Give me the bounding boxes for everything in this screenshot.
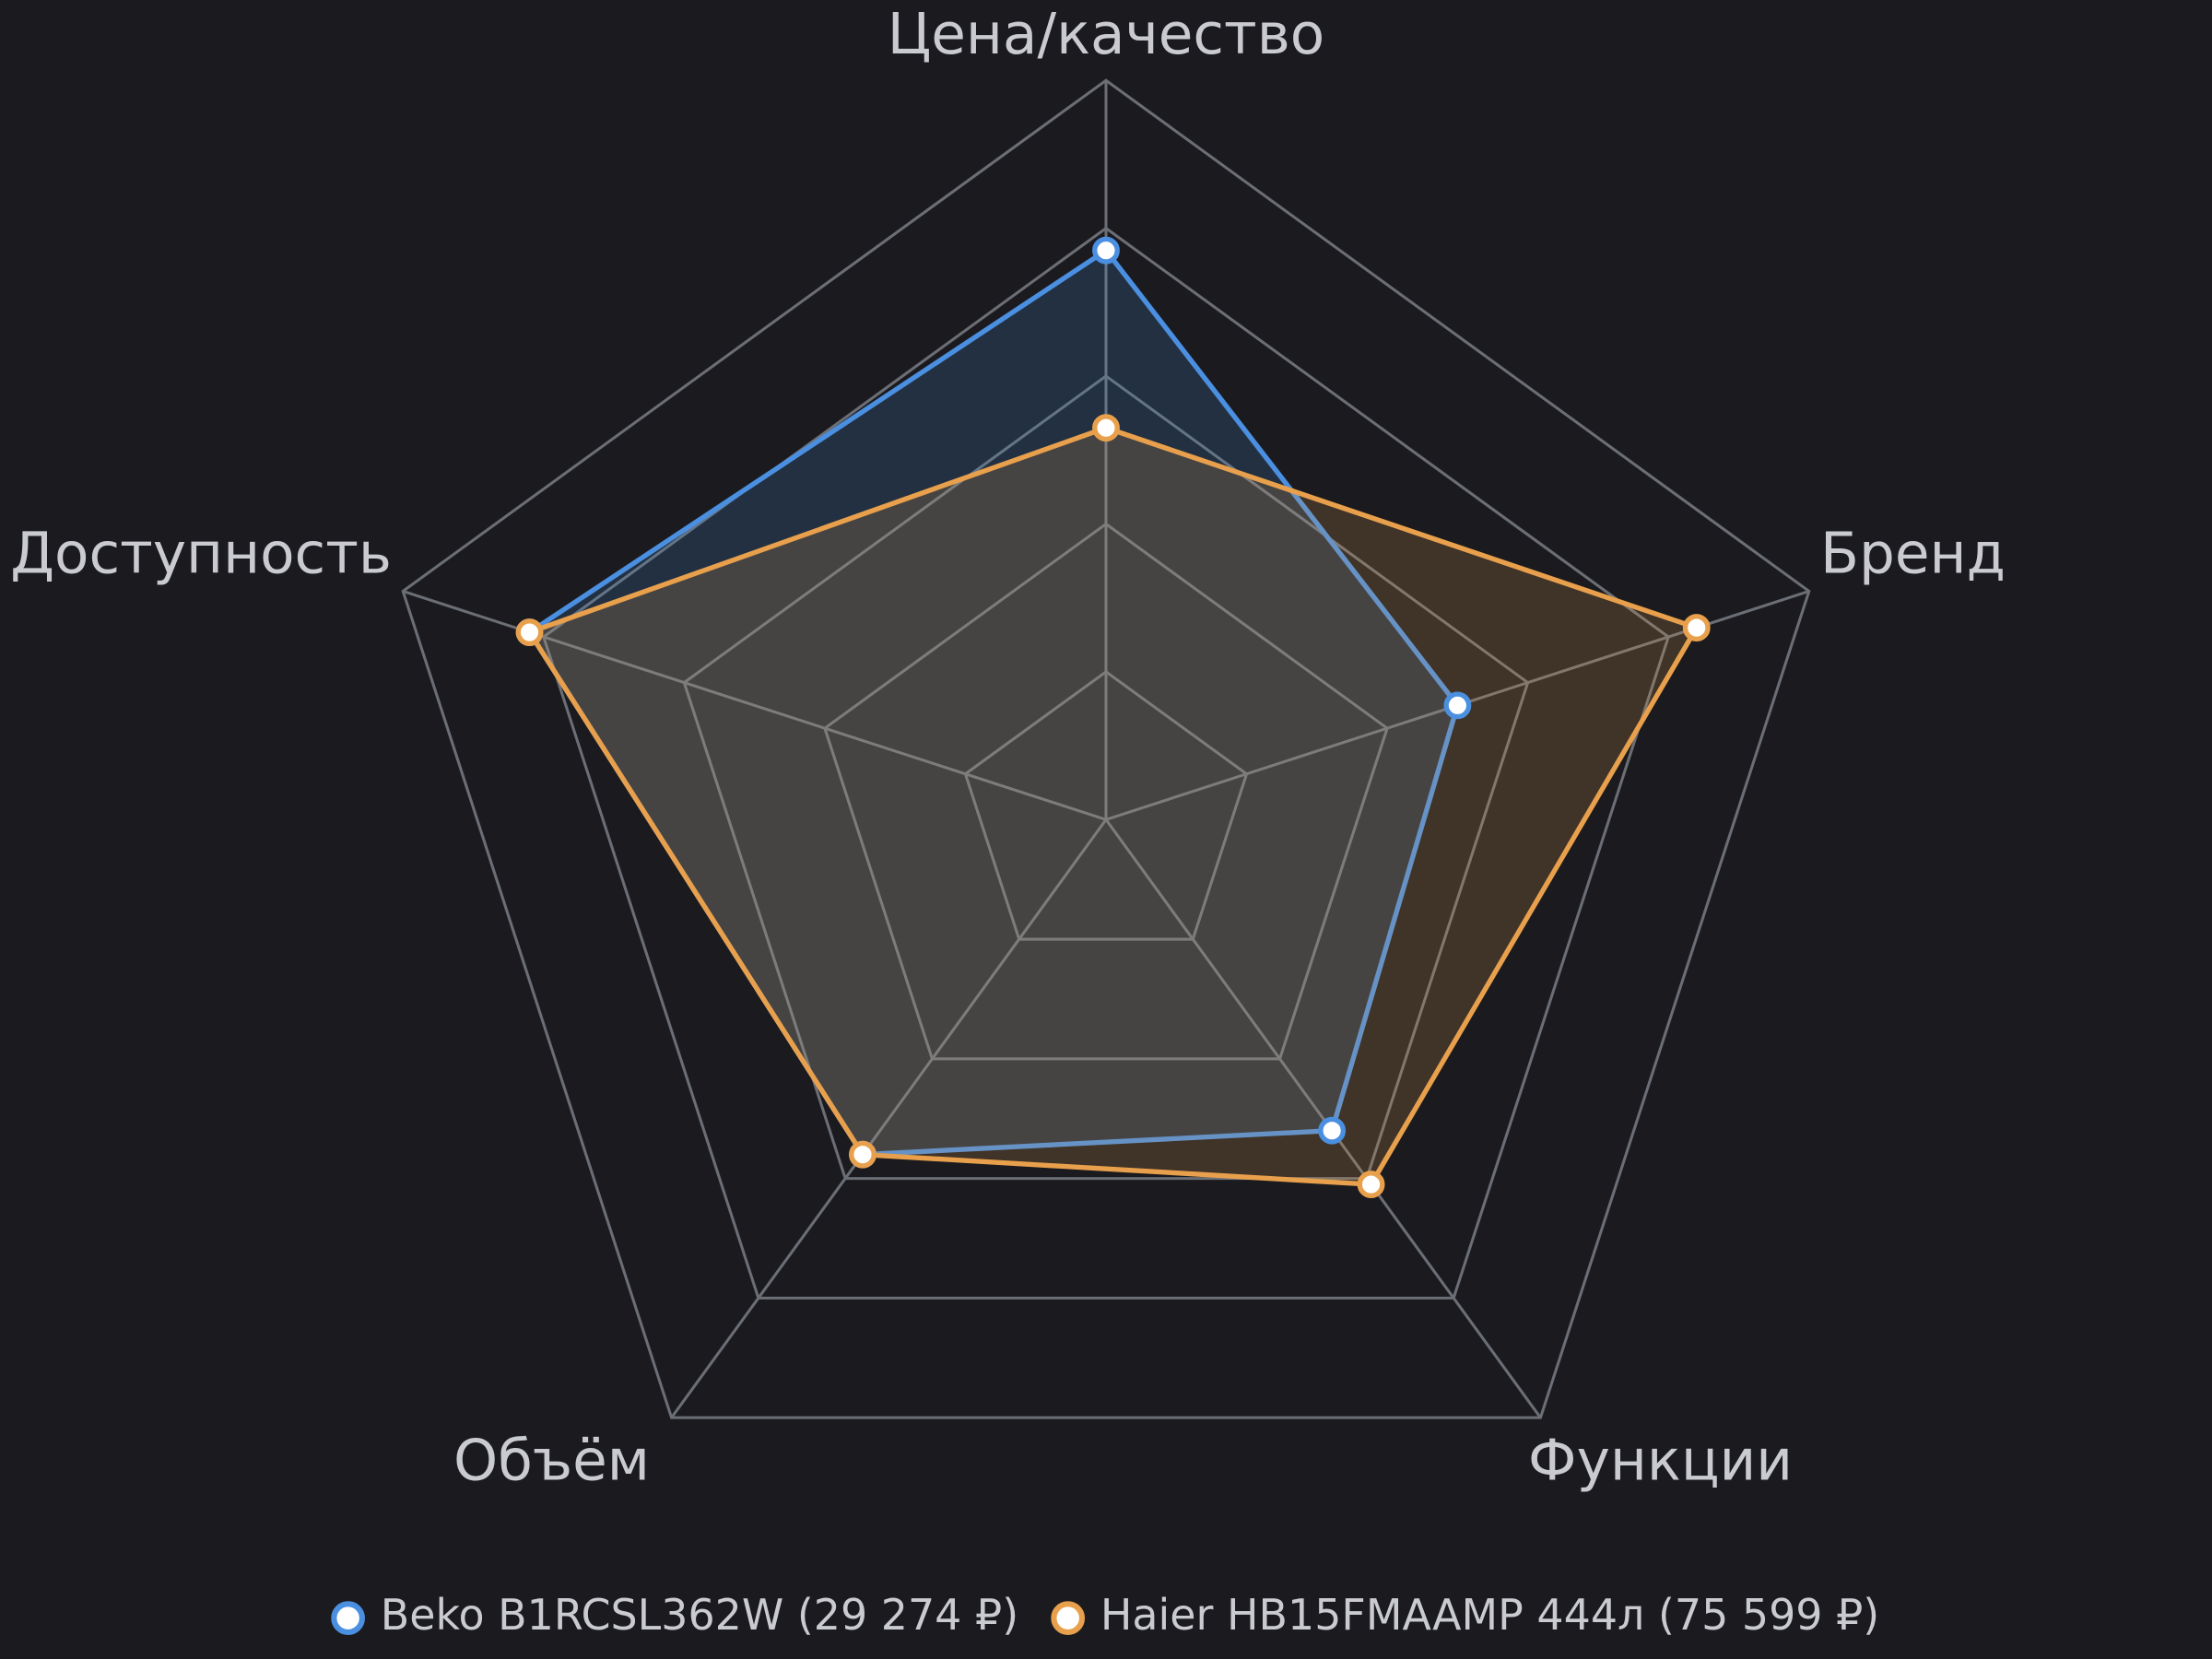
legend-label: Haier HB15FMAAMP 444л (75 599 ₽) [1100,1590,1879,1640]
grid-spoke [1104,818,1542,1419]
axis-label: Функции [1528,1428,1793,1493]
data-point [849,1140,877,1169]
data-point [1092,414,1120,442]
data-point [1092,236,1120,265]
data-point [1443,691,1472,720]
axis-label: Объём [453,1428,650,1493]
legend-marker [331,1601,365,1635]
grid-ring [541,226,1671,1300]
legend-label: Beko B1RCSL362W (29 274 ₽) [381,1590,1018,1640]
grid-ring [963,669,1249,941]
series-area [526,248,1461,1158]
axis-label: Цена/качество [888,2,1325,67]
legend-item: Beko B1RCSL362W (29 274 ₽) [331,1590,1018,1640]
grid-spoke [670,818,1108,1419]
axis-label: Бренд [1820,521,2006,586]
data-point [1682,614,1711,642]
data-point [1357,1171,1385,1199]
grid-ring [682,374,1530,1181]
axis-label: Доступность [10,521,392,586]
series-area [526,425,1700,1187]
legend-marker [1051,1601,1086,1635]
data-point [1318,1116,1347,1145]
legend: Beko B1RCSL362W (29 274 ₽) Haier HB15FMAA… [331,1590,1879,1640]
data-point [515,618,544,646]
legend-item: Haier HB15FMAAMP 444л (75 599 ₽) [1051,1590,1879,1640]
grid-ring [823,522,1389,1061]
grid-ring [401,78,1811,1419]
